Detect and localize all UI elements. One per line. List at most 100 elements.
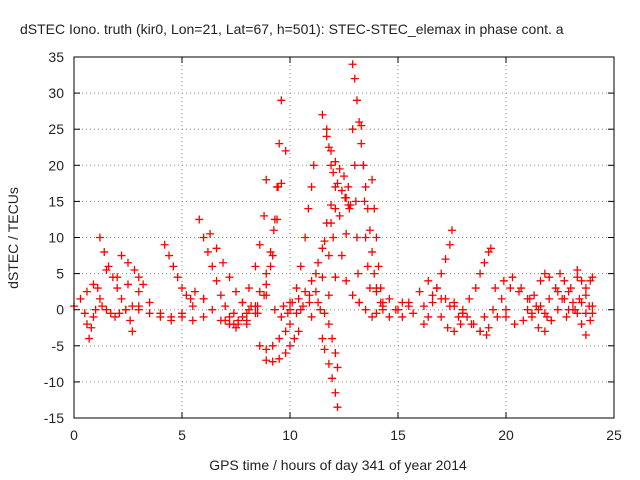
data-point	[345, 204, 354, 213]
data-point	[262, 291, 271, 300]
data-point	[368, 175, 377, 184]
data-point	[305, 291, 314, 300]
data-point	[450, 327, 459, 336]
data-point	[560, 294, 569, 303]
data-point	[91, 305, 100, 314]
data-point	[480, 258, 489, 267]
data-point	[508, 273, 517, 282]
data-point	[260, 211, 269, 220]
data-point	[275, 354, 284, 363]
data-point	[337, 251, 346, 260]
data-point	[320, 309, 329, 318]
data-point	[255, 341, 264, 350]
data-point	[352, 96, 361, 105]
data-point	[115, 309, 124, 318]
data-point	[328, 334, 337, 343]
data-point	[318, 334, 327, 343]
data-point	[536, 276, 545, 285]
data-point	[199, 312, 208, 321]
data-point	[318, 110, 327, 119]
data-point	[212, 276, 221, 285]
data-point	[568, 298, 577, 307]
y-tick-label: 35	[48, 49, 64, 65]
y-tick-label: 10	[48, 230, 64, 246]
data-point	[497, 294, 506, 303]
data-point	[281, 146, 290, 155]
data-point	[350, 74, 359, 83]
data-point	[98, 302, 107, 311]
data-point	[277, 312, 286, 321]
data-point	[275, 334, 284, 343]
data-point	[255, 240, 264, 249]
data-point	[277, 96, 286, 105]
chart-title: dSTEC Iono. truth (kir0, Lon=21, Lat=67,…	[20, 21, 564, 37]
data-point	[372, 284, 381, 293]
data-point	[357, 139, 366, 148]
data-point	[318, 244, 327, 253]
data-point	[134, 287, 143, 296]
y-tick-label: 0	[56, 302, 64, 318]
data-point	[368, 312, 377, 321]
data-point	[502, 305, 510, 314]
data-point	[465, 294, 474, 303]
data-point	[437, 269, 446, 278]
data-point	[225, 273, 234, 282]
data-point	[292, 284, 301, 293]
data-point	[454, 312, 463, 321]
data-point	[327, 161, 336, 170]
data-point	[290, 334, 299, 343]
data-point	[262, 175, 271, 184]
data-point	[471, 284, 480, 293]
data-point	[281, 349, 290, 358]
data-point	[268, 251, 277, 260]
data-point	[311, 287, 320, 296]
data-point	[292, 309, 301, 318]
data-point	[458, 309, 467, 318]
data-point	[275, 139, 284, 148]
data-point	[428, 298, 437, 307]
data-point	[221, 302, 230, 311]
data-point	[445, 240, 454, 249]
data-point	[348, 291, 357, 300]
data-point	[491, 284, 500, 293]
data-point	[208, 305, 217, 314]
data-point	[190, 287, 199, 296]
data-point	[359, 161, 368, 170]
data-point	[102, 305, 111, 314]
data-point	[448, 226, 456, 235]
data-point	[329, 168, 338, 177]
data-point	[262, 280, 271, 289]
data-point	[253, 309, 262, 318]
data-point	[577, 298, 586, 307]
data-point	[216, 291, 225, 300]
data-point	[307, 182, 316, 191]
data-point	[486, 244, 495, 253]
data-point	[370, 269, 379, 278]
data-point	[368, 247, 377, 256]
data-point	[335, 164, 344, 173]
data-point	[476, 269, 485, 278]
data-point	[139, 280, 148, 289]
data-point	[342, 276, 351, 285]
data-point	[296, 305, 305, 314]
data-point	[333, 403, 342, 412]
data-point	[517, 284, 526, 293]
data-point	[186, 294, 195, 303]
data-point	[545, 273, 554, 282]
data-point	[419, 320, 428, 329]
data-point	[409, 309, 418, 318]
y-tick-label: 20	[48, 157, 64, 173]
data-point	[95, 233, 104, 242]
data-point	[480, 312, 489, 321]
data-point	[102, 265, 111, 274]
data-point	[304, 204, 313, 213]
data-point	[581, 330, 590, 339]
data-point	[268, 357, 277, 366]
data-point	[286, 298, 294, 307]
data-point	[348, 60, 357, 69]
data-point	[540, 269, 549, 278]
data-point	[372, 233, 381, 242]
data-point	[225, 320, 234, 329]
data-point	[266, 262, 275, 271]
data-point	[456, 320, 465, 329]
